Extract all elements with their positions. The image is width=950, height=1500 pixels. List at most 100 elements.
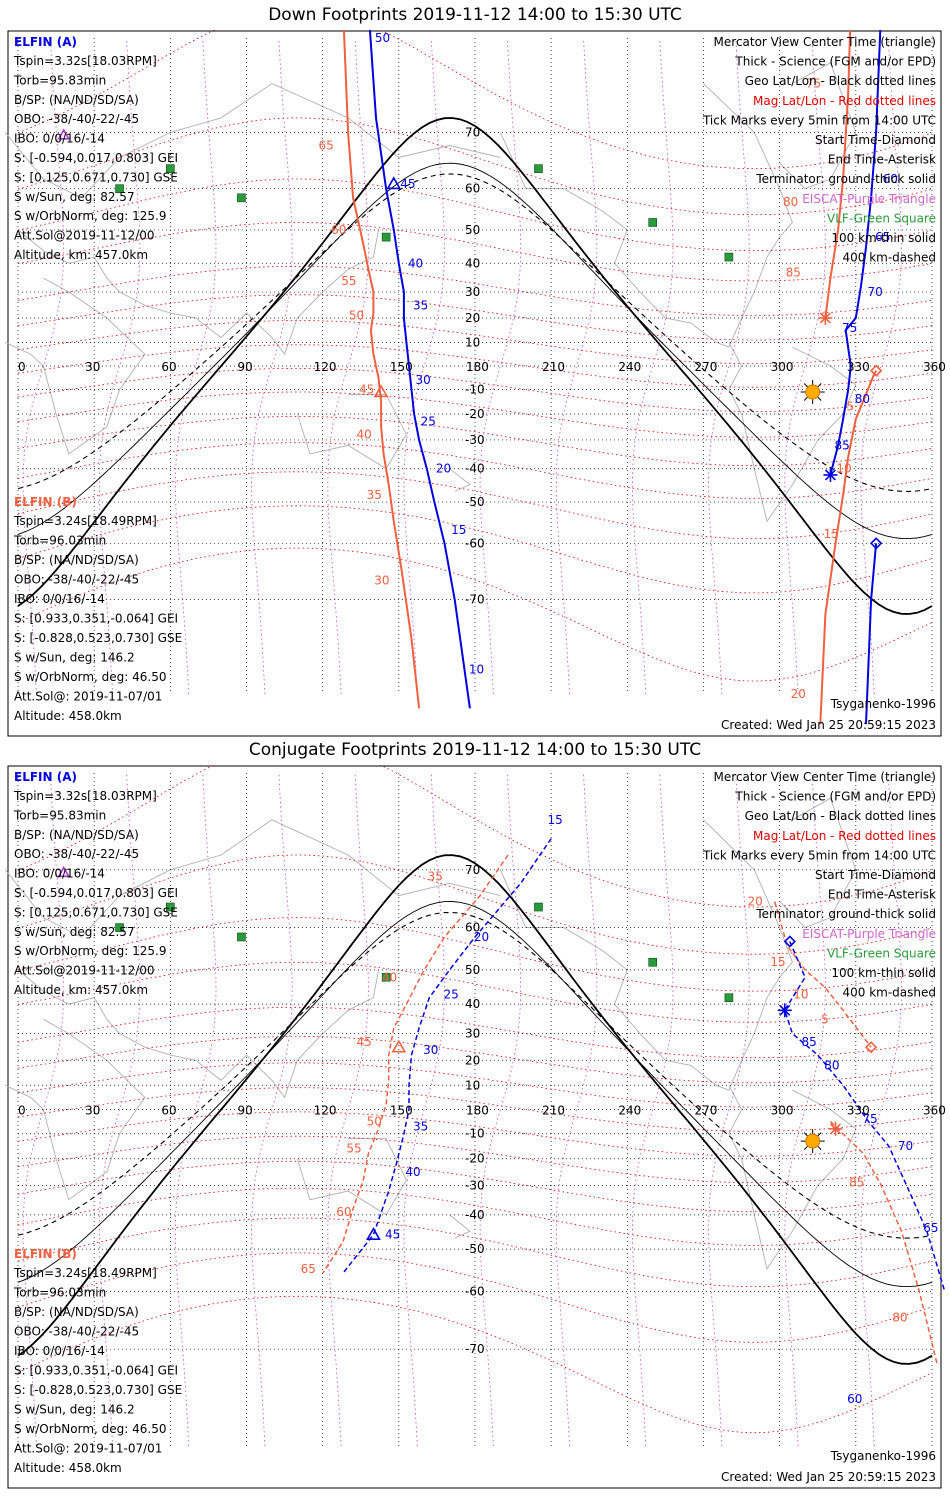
elfin-b-track-3 bbox=[824, 30, 852, 319]
latitude-tick-label: 70 bbox=[465, 863, 480, 877]
elfin-b-track-2 bbox=[773, 901, 872, 1048]
longitude-tick-label: 120 bbox=[314, 360, 337, 374]
elfin-b-time-tick: 20 bbox=[748, 894, 763, 908]
elfin-b-info-line: Torb=96.03min bbox=[13, 534, 106, 548]
vlf-station-icon bbox=[724, 252, 734, 262]
elfin-a-time-tick: 40 bbox=[408, 256, 423, 270]
latitude-tick-label: 70 bbox=[465, 125, 480, 139]
latitude-tick-label: 20 bbox=[465, 311, 480, 325]
elfin-a-info-line: B/SP: (NA/ND/SD/SA) bbox=[14, 93, 139, 107]
elfin-b-track-3 bbox=[829, 1121, 938, 1365]
elfin-a-info-line: OBO: -38/-40/-22/-45 bbox=[14, 847, 139, 861]
elfin-a-time-tick: 25 bbox=[421, 415, 436, 429]
latitude-tick-label: -60 bbox=[465, 1284, 485, 1298]
elfin-a-time-tick: 45 bbox=[400, 177, 415, 191]
map-frame bbox=[7, 765, 942, 1489]
elfin-b-info-line: OBO: -38/-40/-22/-45 bbox=[14, 573, 139, 587]
elfin-a-start-diamond-icon bbox=[783, 935, 796, 948]
mag-parallel bbox=[17, 1036, 933, 1084]
elfin-b-info-line: OBO: -38/-40/-22/-45 bbox=[14, 1325, 139, 1339]
elfin-b-time-tick: 20 bbox=[791, 687, 806, 701]
elfin-b-time-tick: 45 bbox=[359, 383, 374, 397]
longitude-tick-label: 300 bbox=[771, 1104, 794, 1118]
elfin-b-track-2 bbox=[819, 370, 877, 725]
longitude-tick-label: 180 bbox=[466, 1104, 489, 1118]
elfin-a-info-line: S w/Sun, deg: 82.57 bbox=[14, 190, 135, 204]
footprint-map-down: 5045403530252015106065707580856560555045… bbox=[4, 30, 946, 737]
elfin-a-track-2 bbox=[783, 941, 946, 1292]
model-label: Tsyganenko-1996 bbox=[830, 697, 936, 711]
vlf-station-icon bbox=[115, 184, 124, 193]
elfin-a-info-line: S w/OrbNorm, deg: 125.9 bbox=[14, 944, 166, 958]
longitude-tick-label: 270 bbox=[695, 360, 718, 374]
longitude-tick-label: 0 bbox=[18, 1104, 26, 1118]
longitude-tick-label: 240 bbox=[618, 1104, 641, 1118]
longitude-tick-label: 30 bbox=[85, 360, 100, 374]
latitude-tick-label: -20 bbox=[465, 407, 485, 421]
elfin-b-time-tick: 5 bbox=[821, 1012, 829, 1026]
latitude-tick-label: 60 bbox=[465, 182, 480, 196]
elfin-a-info-line: S: [-0.594,0.017,0.803] GEI bbox=[14, 886, 178, 900]
legend-line: Geo Lat/Lon - Black dotted lines bbox=[745, 74, 936, 88]
mag-parallel bbox=[17, 391, 933, 438]
elfin-a-time-tick: 75 bbox=[862, 1112, 877, 1126]
elfin-a-time-tick: 20 bbox=[474, 930, 489, 944]
terminator-ground bbox=[17, 854, 933, 1365]
elfin-a-track-1 bbox=[368, 30, 471, 709]
elfin-b-time-tick: 5 bbox=[847, 400, 855, 414]
mag-parallel bbox=[17, 961, 933, 1023]
mag-parallel bbox=[17, 178, 933, 251]
elfin-b-info-line: S w/OrbNorm, deg: 46.50 bbox=[14, 1422, 166, 1436]
elfin-b-time-tick: 50 bbox=[349, 309, 364, 323]
elfin-b-time-tick: 60 bbox=[331, 223, 346, 237]
map-frame bbox=[7, 30, 942, 737]
geo-grid bbox=[17, 773, 933, 1446]
longitude-tick-label: 120 bbox=[314, 1104, 337, 1118]
elfin-b-time-tick: 55 bbox=[346, 1142, 361, 1156]
elfin-b-info-line: IBO: 0/0/16/-14 bbox=[14, 1344, 105, 1358]
elfin-a-info-line: Altitude, km: 457.0km bbox=[14, 248, 148, 262]
elfin-b-track-1 bbox=[342, 30, 421, 709]
legend-line: Geo Lat/Lon - Black dotted lines bbox=[745, 809, 936, 823]
elfin-a-info-line: S w/Sun, deg: 82.57 bbox=[14, 925, 135, 939]
elfin-b-info-line: S: [-0.828,0.523,0.730] GSE bbox=[14, 631, 182, 645]
longitude-tick-label: 60 bbox=[161, 1104, 176, 1118]
longitude-tick-label: 210 bbox=[542, 360, 565, 374]
elfin-a-start-diamond-icon bbox=[870, 537, 883, 550]
legend-line: VLF-Green Square bbox=[827, 211, 936, 225]
latitude-tick-label: -70 bbox=[465, 1342, 485, 1356]
mag-parallel bbox=[17, 222, 933, 282]
coastline-layer bbox=[4, 62, 857, 523]
elfin-a-time-tick: 85 bbox=[834, 438, 849, 452]
elfin-a-time-tick: 35 bbox=[413, 298, 428, 312]
elfin-a-end-asterisk-icon bbox=[777, 1003, 792, 1018]
vlf-station-icon bbox=[381, 232, 391, 242]
vlf-station-icon bbox=[648, 957, 658, 967]
mag-meridian bbox=[403, 37, 445, 695]
legend-line: Mercator View Center Time (triangle) bbox=[714, 770, 936, 784]
latitude-tick-label: -60 bbox=[465, 536, 485, 550]
terminator-curves bbox=[17, 117, 933, 615]
legend-line: Terminator: ground-thick solid bbox=[755, 172, 936, 186]
latitude-tick-label: 20 bbox=[465, 1053, 480, 1067]
mag-parallel bbox=[17, 117, 933, 215]
created-timestamp: Created: Wed Jan 25 20:59:15 2023 bbox=[721, 1470, 936, 1484]
vlf-station-icon bbox=[237, 193, 246, 203]
mag-meridian bbox=[22, 37, 65, 695]
longitude-tick-label: 210 bbox=[542, 1104, 565, 1118]
elfin-b-info-line: S w/Sun, deg: 146.2 bbox=[14, 651, 135, 665]
vlf-station-icon bbox=[381, 972, 391, 982]
terminator-curves bbox=[17, 854, 933, 1365]
mag-meridian bbox=[327, 37, 369, 695]
mag-parallel bbox=[17, 854, 933, 955]
latitude-tick-label: -40 bbox=[465, 462, 485, 476]
longitude-tick-label: 360 bbox=[923, 360, 946, 374]
elfin-b-info-line: B/SP: (NA/ND/SD/SA) bbox=[14, 553, 139, 567]
legend-line: 400 km-dashed bbox=[842, 986, 936, 1000]
legend-line: Start Time-Diamond bbox=[815, 133, 936, 147]
elfin-a-time-tick: 70 bbox=[898, 1139, 913, 1153]
mag-meridian bbox=[631, 37, 674, 695]
created-timestamp: Created: Wed Jan 25 20:59:15 2023 bbox=[721, 718, 936, 732]
vlf-station-icon bbox=[237, 932, 246, 942]
elfin-b-time-tick: 85 bbox=[849, 1176, 864, 1190]
